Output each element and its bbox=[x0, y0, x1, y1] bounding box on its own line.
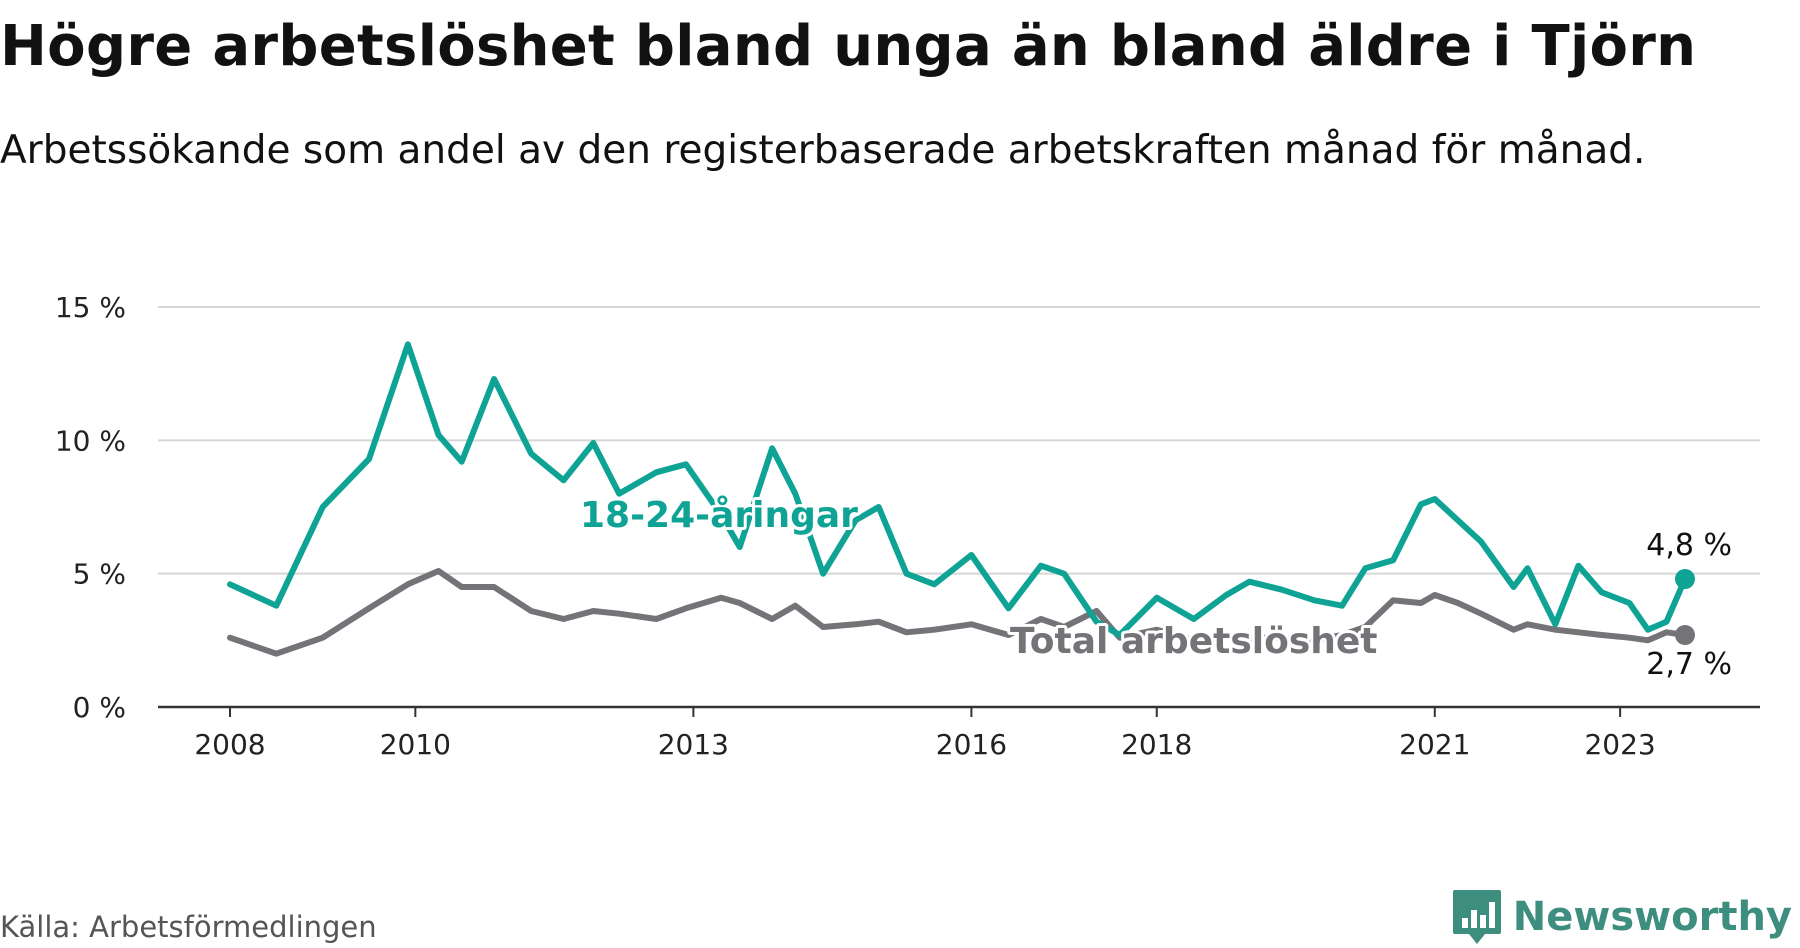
x-tick-label: 2016 bbox=[936, 728, 1007, 761]
series-labels: 18-24-åringar Total arbetslöshet 4,8 % 2,7 … bbox=[577, 492, 1732, 682]
y-tick-label: 15 % bbox=[55, 291, 126, 324]
youth-line bbox=[227, 341, 1688, 638]
youth-series-label: 18-24-åringar bbox=[580, 495, 858, 536]
youth-end-label: 4,8 % bbox=[1646, 528, 1732, 563]
gridlines bbox=[158, 306, 1760, 575]
chart-title: Högre arbetslöshet bland unga än bland ä… bbox=[0, 14, 1697, 79]
brand-logo: Newsworthy bbox=[1451, 888, 1792, 946]
line-chart: 0 %5 %10 %15 % 2008 2010 2013 2016 2018 2021 2… bbox=[55, 291, 1760, 761]
x-tick-label: 2008 bbox=[194, 728, 265, 761]
y-tick-label: 5 % bbox=[73, 558, 126, 591]
total-series-label: Total arbetslöshet bbox=[1010, 621, 1378, 662]
youth-end-point bbox=[1675, 569, 1695, 589]
x-tick-label: 2013 bbox=[658, 728, 729, 761]
y-axis-ticks: 0 % 5 % 10 % 15 % bbox=[55, 291, 126, 724]
x-axis-ticks: 2008 2010 2013 2016 2018 2021 2023 bbox=[194, 707, 1656, 761]
source-note: Källa: Arbetsförmedlingen bbox=[0, 910, 377, 944]
y-tick-label: 10 % bbox=[55, 424, 126, 457]
x-tick-label: 2018 bbox=[1121, 728, 1192, 761]
total-line bbox=[227, 568, 1688, 657]
total-end-point bbox=[1675, 625, 1695, 645]
x-tick-label: 2023 bbox=[1584, 728, 1655, 761]
x-tick-label: 2021 bbox=[1399, 728, 1470, 761]
y-tick-label: 0 % bbox=[73, 691, 126, 724]
brand-name: Newsworthy bbox=[1512, 894, 1792, 940]
series-layer bbox=[227, 341, 1695, 657]
x-tick-label: 2010 bbox=[380, 728, 451, 761]
total-end-label: 2,7 % bbox=[1646, 647, 1732, 682]
bar-chart-icon bbox=[1452, 890, 1501, 944]
chart-subtitle: Arbetssökande som andel av den registerb… bbox=[0, 128, 1646, 173]
